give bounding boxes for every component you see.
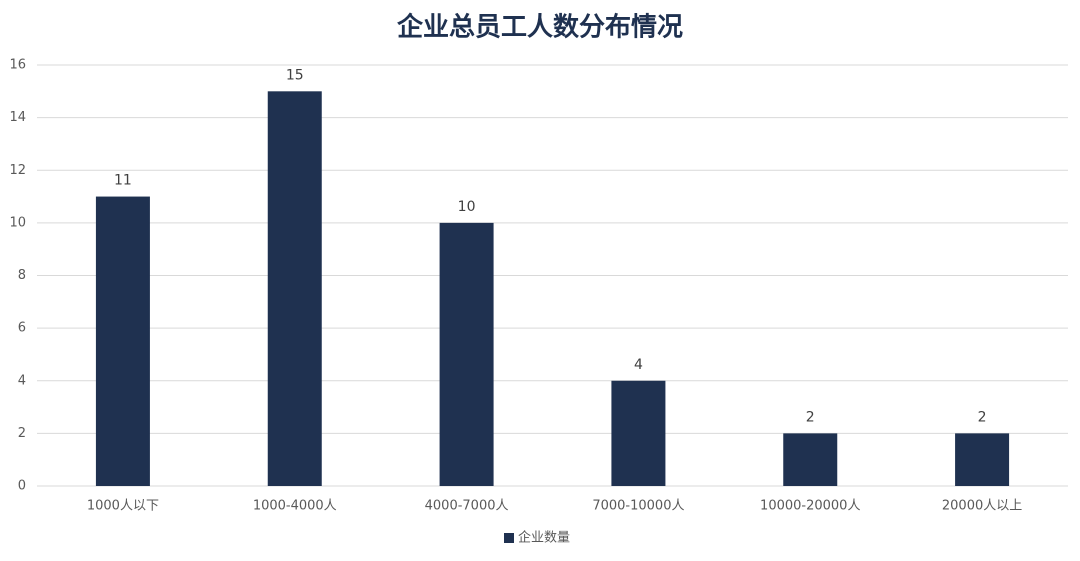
y-tick-label: 14 [9, 110, 26, 125]
y-tick-label: 0 [18, 479, 26, 494]
data-label: 2 [978, 409, 987, 425]
chart-title: 企业总员工人数分布情况 [397, 12, 683, 43]
x-tick-label: 7000-10000人 [592, 499, 684, 514]
bar [267, 91, 322, 486]
x-tick-label: 10000-20000人 [760, 499, 860, 514]
x-tick-label: 1000-4000人 [253, 499, 337, 514]
y-tick-label: 8 [18, 268, 26, 283]
bar [783, 433, 838, 486]
bar [955, 433, 1010, 486]
data-label: 15 [286, 67, 304, 83]
y-tick-label: 6 [18, 321, 26, 336]
legend-label: 企业数量 [518, 530, 570, 546]
y-tick-label: 16 [9, 58, 26, 73]
data-label: 2 [806, 409, 815, 425]
bar [95, 196, 150, 486]
y-tick-label: 2 [18, 426, 26, 441]
x-tick-label: 1000人以下 [87, 499, 159, 514]
x-tick-label: 20000人以上 [942, 499, 1022, 514]
x-tick-label: 4000-7000人 [425, 499, 509, 514]
data-label: 11 [114, 173, 132, 189]
y-tick-label: 12 [9, 163, 26, 178]
data-label: 4 [634, 357, 643, 373]
legend-marker [504, 533, 514, 543]
bar [439, 222, 494, 486]
y-tick-label: 4 [18, 373, 26, 388]
y-tick-label: 10 [9, 215, 26, 230]
bar [611, 380, 666, 486]
data-label: 10 [458, 199, 476, 215]
